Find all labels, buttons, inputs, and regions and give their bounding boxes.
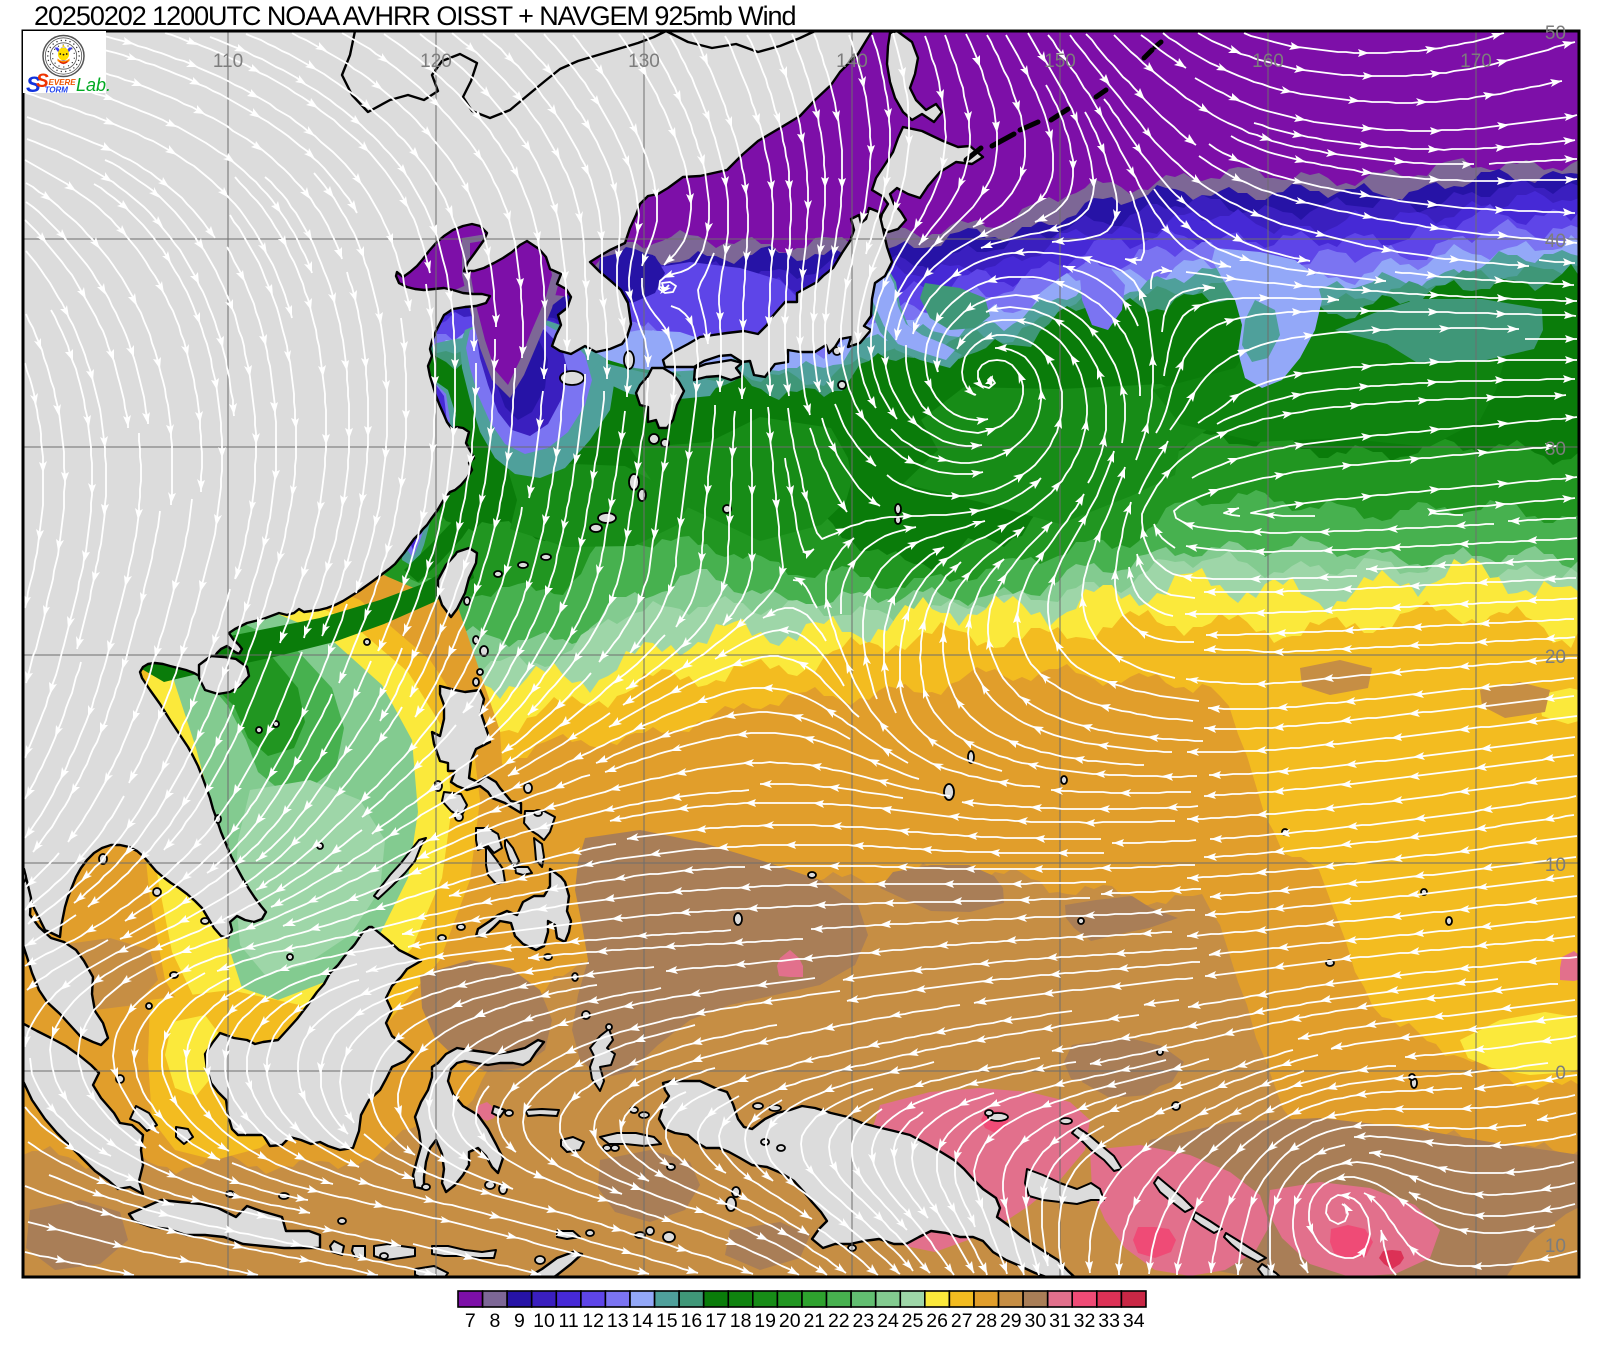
svg-text:12: 12 (582, 1310, 604, 1332)
svg-text:15: 15 (656, 1310, 678, 1332)
svg-text:40: 40 (1545, 231, 1566, 252)
svg-text:28: 28 (975, 1310, 997, 1332)
svg-text:130: 130 (628, 51, 660, 72)
svg-text:Lab.: Lab. (76, 75, 111, 95)
svg-text:7: 7 (465, 1310, 476, 1332)
svg-text:10: 10 (533, 1310, 555, 1332)
svg-text:50: 50 (1545, 23, 1566, 44)
svg-text:8: 8 (489, 1310, 500, 1332)
svg-text:110: 110 (213, 51, 243, 72)
svg-text:32: 32 (1074, 1310, 1096, 1332)
svg-text:21: 21 (803, 1310, 825, 1332)
svg-text:20: 20 (1545, 647, 1566, 668)
svg-text:10: 10 (1545, 855, 1566, 876)
svg-text:18: 18 (730, 1310, 752, 1332)
svg-text:160: 160 (1252, 51, 1284, 72)
svg-text:13: 13 (607, 1310, 629, 1332)
svg-text:EVERE: EVERE (49, 78, 77, 87)
svg-text:25: 25 (902, 1310, 924, 1332)
svg-text:24: 24 (877, 1310, 899, 1332)
svg-text:TORM: TORM (45, 86, 69, 95)
svg-text:33: 33 (1098, 1310, 1120, 1332)
svg-text:16: 16 (681, 1310, 703, 1332)
svg-text:S: S (36, 71, 49, 92)
svg-text:31: 31 (1049, 1310, 1071, 1332)
svg-text:30: 30 (1545, 439, 1566, 460)
svg-text:22: 22 (828, 1310, 850, 1332)
svg-text:34: 34 (1123, 1310, 1145, 1332)
svg-text:150: 150 (1044, 51, 1076, 72)
svg-text:26: 26 (926, 1310, 948, 1332)
svg-text:S: S (26, 72, 41, 97)
svg-text:120: 120 (420, 51, 452, 72)
svg-text:10: 10 (1545, 1236, 1566, 1257)
svg-text:27: 27 (951, 1310, 973, 1332)
svg-text:11: 11 (558, 1310, 578, 1332)
svg-text:20: 20 (779, 1310, 801, 1332)
svg-text:29: 29 (1000, 1310, 1022, 1332)
svg-text:30: 30 (1025, 1310, 1047, 1332)
svg-text:20250202 1200UTC NOAA AVHRR OI: 20250202 1200UTC NOAA AVHRR OISST + NAVG… (34, 1, 796, 31)
svg-text:170: 170 (1460, 51, 1492, 72)
svg-text:23: 23 (853, 1310, 875, 1332)
svg-text:9: 9 (514, 1310, 525, 1332)
svg-text:17: 17 (705, 1310, 727, 1332)
svg-text:140: 140 (836, 51, 868, 72)
svg-text:0: 0 (1555, 1063, 1566, 1084)
svg-text:19: 19 (754, 1310, 776, 1332)
svg-text:14: 14 (631, 1310, 653, 1332)
